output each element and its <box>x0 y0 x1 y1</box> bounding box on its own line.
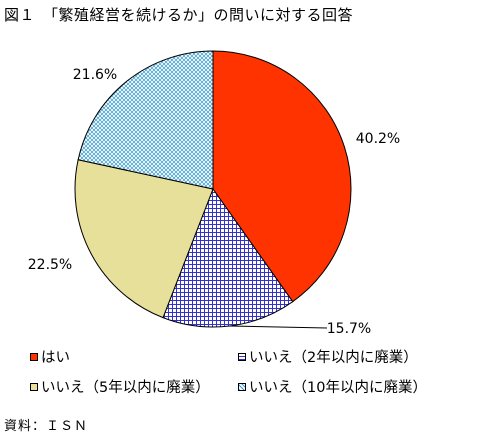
data-label-2: 22.5% <box>28 257 72 273</box>
chart-title: 図１ 「繁殖経営を続けるか」の問いに対する回答 <box>4 6 354 24</box>
legend-label: いいえ（2年以内に廃業） <box>249 350 418 366</box>
legend-swatch <box>238 352 246 361</box>
legend-item-hai: はい <box>30 346 70 367</box>
legend-label: はい <box>41 350 70 366</box>
label-leader-line <box>229 325 328 329</box>
legend-label: いいえ（10年以内に廃業） <box>249 380 427 396</box>
data-label-1: 15.7% <box>327 321 371 337</box>
legend-swatch <box>30 382 38 391</box>
legend-swatch <box>238 382 246 391</box>
data-label-0: 40.2% <box>356 131 400 147</box>
legend-swatch <box>30 352 38 361</box>
pie-slice-3 <box>77 50 214 190</box>
pie-slice-0 <box>212 50 352 303</box>
legend-item-2yr: いいえ（2年以内に廃業） <box>238 346 418 367</box>
data-label-3: 21.6% <box>73 67 117 83</box>
legend-label: いいえ（5年以内に廃業） <box>41 380 210 396</box>
legend-item-10yr: いいえ（10年以内に廃業） <box>238 376 427 397</box>
pie-slice-1 <box>162 187 294 328</box>
pie-slice-2 <box>74 159 214 319</box>
legend-item-5yr: いいえ（5年以内に廃業） <box>30 376 210 397</box>
source-note: 資料：ＩＳＮ <box>4 419 89 434</box>
